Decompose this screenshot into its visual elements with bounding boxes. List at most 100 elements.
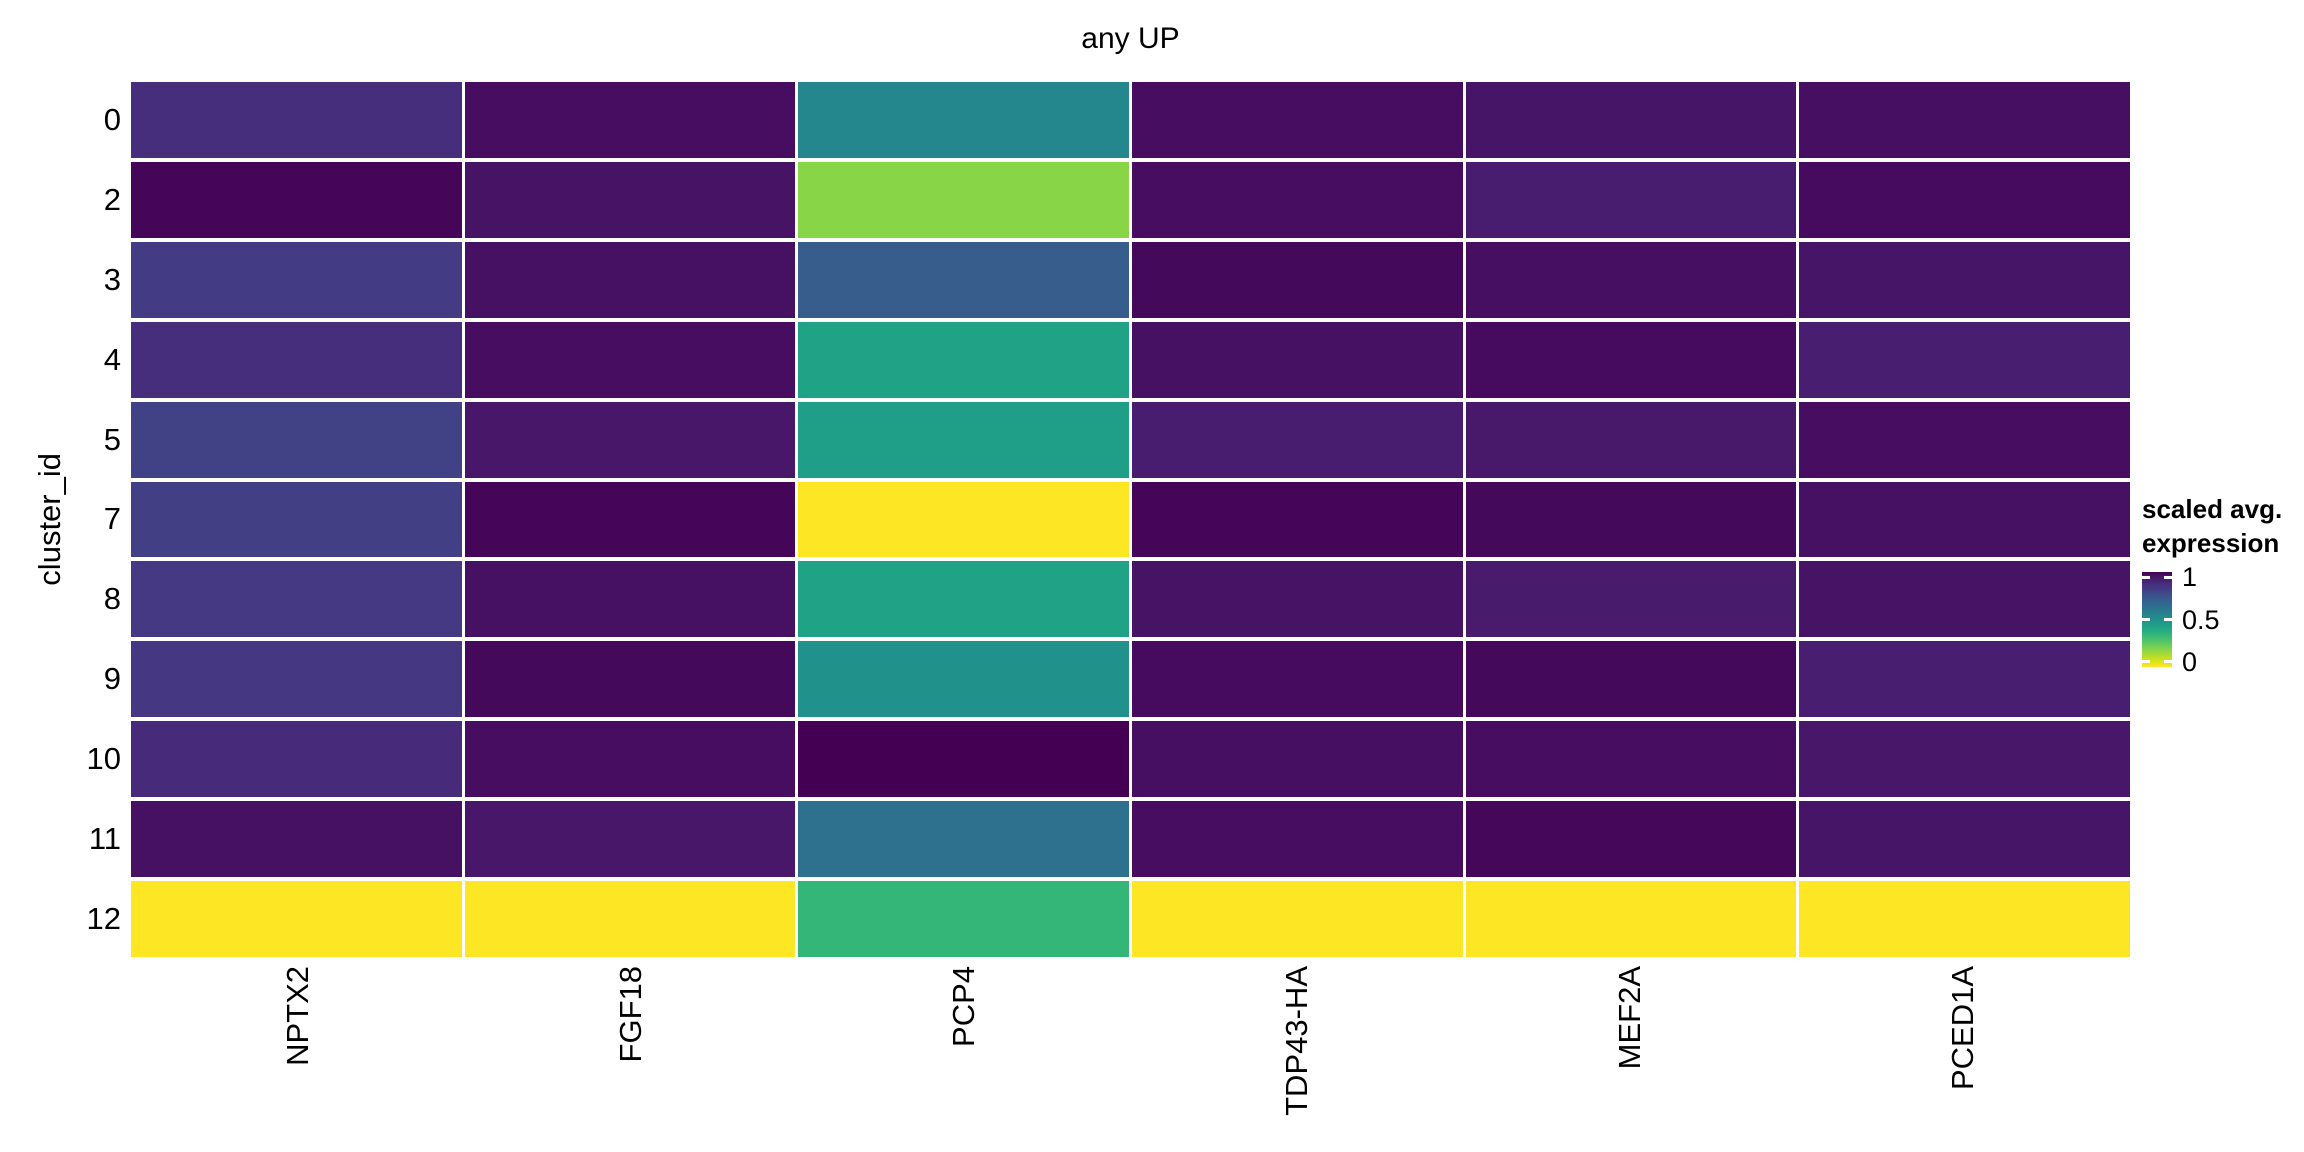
plot-title: any UP <box>1081 22 1180 55</box>
y-tick-label-8: 8 <box>103 581 121 617</box>
y-tick-label-7: 7 <box>103 501 121 537</box>
heatmap-cell-9-pcp4 <box>798 641 1129 718</box>
heatmap-cell-4-mef2a <box>1465 321 1797 398</box>
heatmap-cell-0-pcp4 <box>798 82 1129 158</box>
x-tick-label-pced1a: PCED1A <box>1945 966 1981 1091</box>
legend-tick-mark-0-right <box>2164 660 2172 664</box>
heatmap-cell-10-mef2a <box>1465 721 1797 798</box>
y-tick-label-10: 10 <box>86 741 121 777</box>
heatmap-cell-3-pcp4 <box>798 241 1129 318</box>
heatmap-cell-11-tdp43-ha <box>1131 801 1463 878</box>
heatmap-cell-8-tdp43-ha <box>1131 561 1463 638</box>
heatmap-cell-2-nptx2 <box>131 161 462 238</box>
x-tick-label-pcp4: PCP4 <box>945 966 981 1047</box>
heatmap-cell-7-mef2a <box>1465 481 1797 558</box>
heatmap-cell-3-pced1a <box>1799 241 2130 318</box>
heatmap-grid <box>131 82 2130 957</box>
x-tick-label-mef2a: MEF2A <box>1612 966 1648 1070</box>
heatmap-cell-2-tdp43-ha <box>1131 161 1463 238</box>
legend-tick-label-1: 1 <box>2182 562 2198 593</box>
x-tick-nptx2: NPTX2 <box>131 966 464 1152</box>
legend-colorbar-wrap: 1 0.5 0 <box>2142 562 2220 677</box>
heatmap-cell-5-pcp4 <box>798 401 1129 478</box>
heatmap-cell-5-pced1a <box>1799 401 2130 478</box>
legend-tick-label-0.5: 0.5 <box>2182 604 2220 635</box>
heatmap-cell-2-pced1a <box>1799 161 2130 238</box>
x-tick-tdp43-ha: TDP43-HA <box>1130 966 1463 1152</box>
heatmap-cell-10-tdp43-ha <box>1131 721 1463 798</box>
legend-tick-label-0: 0 <box>2182 646 2198 677</box>
x-tick-pced1a: PCED1A <box>1797 966 2130 1152</box>
heatmap-cell-3-mef2a <box>1465 241 1797 318</box>
y-axis-tick-labels: 0 2 3 4 5 7 8 9 10 11 12 <box>0 82 121 957</box>
heatmap-cell-8-nptx2 <box>131 561 462 638</box>
heatmap-cell-2-mef2a <box>1465 161 1797 238</box>
heatmap-cell-9-pced1a <box>1799 641 2130 718</box>
heatmap-cell-10-pcp4 <box>798 721 1129 798</box>
heatmap-cell-2-pcp4 <box>798 161 1129 238</box>
heatmap-cell-7-tdp43-ha <box>1131 481 1463 558</box>
heatmap-cell-5-fgf18 <box>464 401 796 478</box>
heatmap-cell-11-fgf18 <box>464 801 796 878</box>
x-axis-tick-labels: NPTX2 FGF18 PCP4 TDP43-HA MEF2A PCED1A <box>131 966 2130 1152</box>
heatmap-cell-5-mef2a <box>1465 401 1797 478</box>
y-tick-label-12: 12 <box>86 901 121 937</box>
legend-tick-mark-0.5-left <box>2142 618 2150 621</box>
heatmap-cell-4-pced1a <box>1799 321 2130 398</box>
heatmap-cell-8-mef2a <box>1465 561 1797 638</box>
heatmap-cell-8-fgf18 <box>464 561 796 638</box>
heatmap-cell-3-nptx2 <box>131 241 462 318</box>
legend-tick-mark-0-left <box>2142 660 2150 664</box>
x-tick-label-nptx2: NPTX2 <box>279 966 315 1066</box>
y-tick-label-2: 2 <box>103 181 121 217</box>
heatmap-cell-12-pcp4 <box>798 881 1129 957</box>
legend-title-line2: expression <box>2142 528 2280 558</box>
heatmap-cell-7-nptx2 <box>131 481 462 558</box>
heatmap-cell-11-pced1a <box>1799 801 2130 878</box>
heatmap-cell-9-tdp43-ha <box>1131 641 1463 718</box>
y-tick-label-11: 11 <box>88 821 121 857</box>
heatmap-cell-2-fgf18 <box>464 161 796 238</box>
heatmap-cell-0-tdp43-ha <box>1131 82 1463 158</box>
heatmap-cell-0-fgf18 <box>464 82 796 158</box>
heatmap-cell-11-mef2a <box>1465 801 1797 878</box>
x-tick-label-fgf18: FGF18 <box>612 966 648 1063</box>
heatmap-cell-4-nptx2 <box>131 321 462 398</box>
heatmap-cell-5-tdp43-ha <box>1131 401 1463 478</box>
legend-title-line1: scaled avg. <box>2142 494 2283 524</box>
heatmap-cell-11-nptx2 <box>131 801 462 878</box>
heatmap-cell-4-pcp4 <box>798 321 1129 398</box>
y-tick-label-0: 0 <box>103 101 121 137</box>
x-tick-label-tdp43-ha: TDP43-HA <box>1279 966 1315 1116</box>
heatmap-cell-10-pced1a <box>1799 721 2130 798</box>
heatmap-cell-0-pced1a <box>1799 82 2130 158</box>
heatmap-cell-0-nptx2 <box>131 82 462 158</box>
heatmap-cell-9-nptx2 <box>131 641 462 718</box>
legend-tick-mark-1-left <box>2142 575 2150 579</box>
heatmap-cell-7-pced1a <box>1799 481 2130 558</box>
heatmap-cell-3-fgf18 <box>464 241 796 318</box>
legend-tick-mark-1-right <box>2164 575 2172 579</box>
x-tick-fgf18: FGF18 <box>464 966 797 1152</box>
heatmap-cell-11-pcp4 <box>798 801 1129 878</box>
heatmap-cell-8-pcp4 <box>798 561 1129 638</box>
heatmap-cell-12-tdp43-ha <box>1131 881 1463 957</box>
x-tick-pcp4: PCP4 <box>797 966 1130 1152</box>
heatmap-cell-12-fgf18 <box>464 881 796 957</box>
legend-tick-mark-0.5-right <box>2164 618 2172 621</box>
heatmap-cell-9-fgf18 <box>464 641 796 718</box>
y-tick-label-9: 9 <box>103 661 121 697</box>
heatmap-cell-5-nptx2 <box>131 401 462 478</box>
heatmap-cell-4-tdp43-ha <box>1131 321 1463 398</box>
heatmap-cell-7-pcp4 <box>798 481 1129 558</box>
heatmap-cell-12-pced1a <box>1799 881 2130 957</box>
heatmap-cell-3-tdp43-ha <box>1131 241 1463 318</box>
heatmap-cell-10-fgf18 <box>464 721 796 798</box>
heatmap-cell-4-fgf18 <box>464 321 796 398</box>
heatmap-cell-10-nptx2 <box>131 721 462 798</box>
heatmap-cell-0-mef2a <box>1465 82 1797 158</box>
heatmap-cell-8-pced1a <box>1799 561 2130 638</box>
heatmap-cell-9-mef2a <box>1465 641 1797 718</box>
heatmap-cell-7-fgf18 <box>464 481 796 558</box>
